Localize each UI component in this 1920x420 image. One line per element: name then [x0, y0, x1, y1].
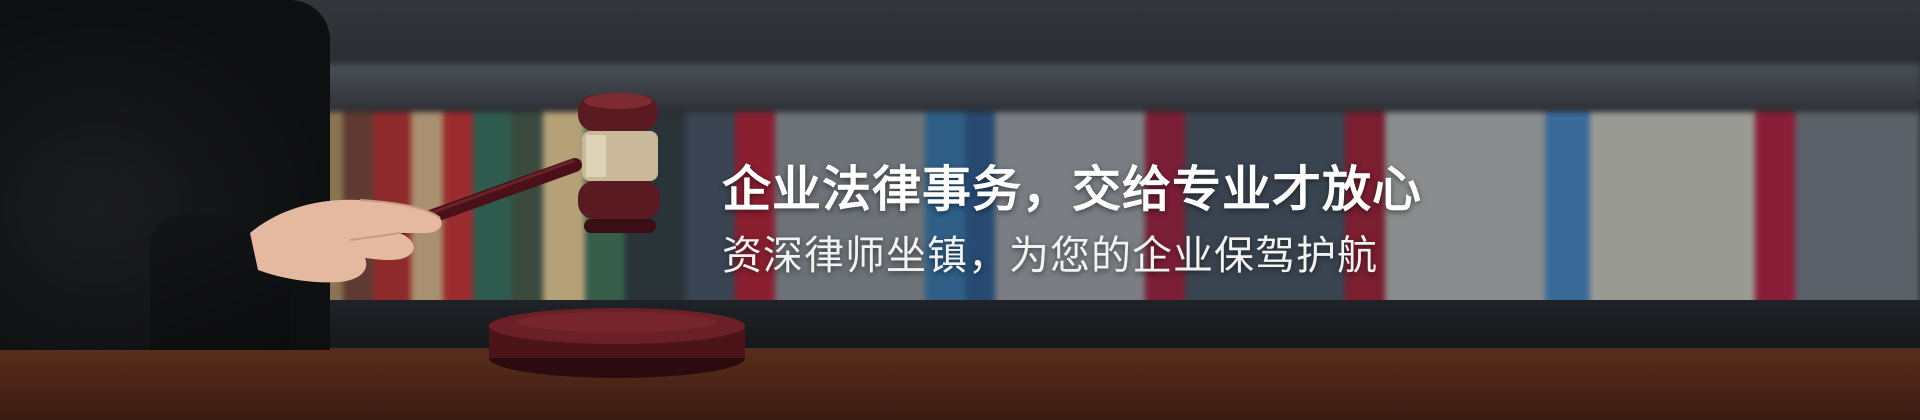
wooden-table [0, 350, 1920, 420]
table-edge [0, 348, 1920, 351]
banner-headline: 企业法律事务，交给专业才放心 [722, 161, 1423, 218]
banner-subline: 资深律师坐镇，为您的企业保驾护航 [722, 233, 1378, 279]
bookshelf-plank [160, 64, 1920, 112]
hand-image [250, 199, 442, 283]
sound-block-image [489, 308, 745, 378]
